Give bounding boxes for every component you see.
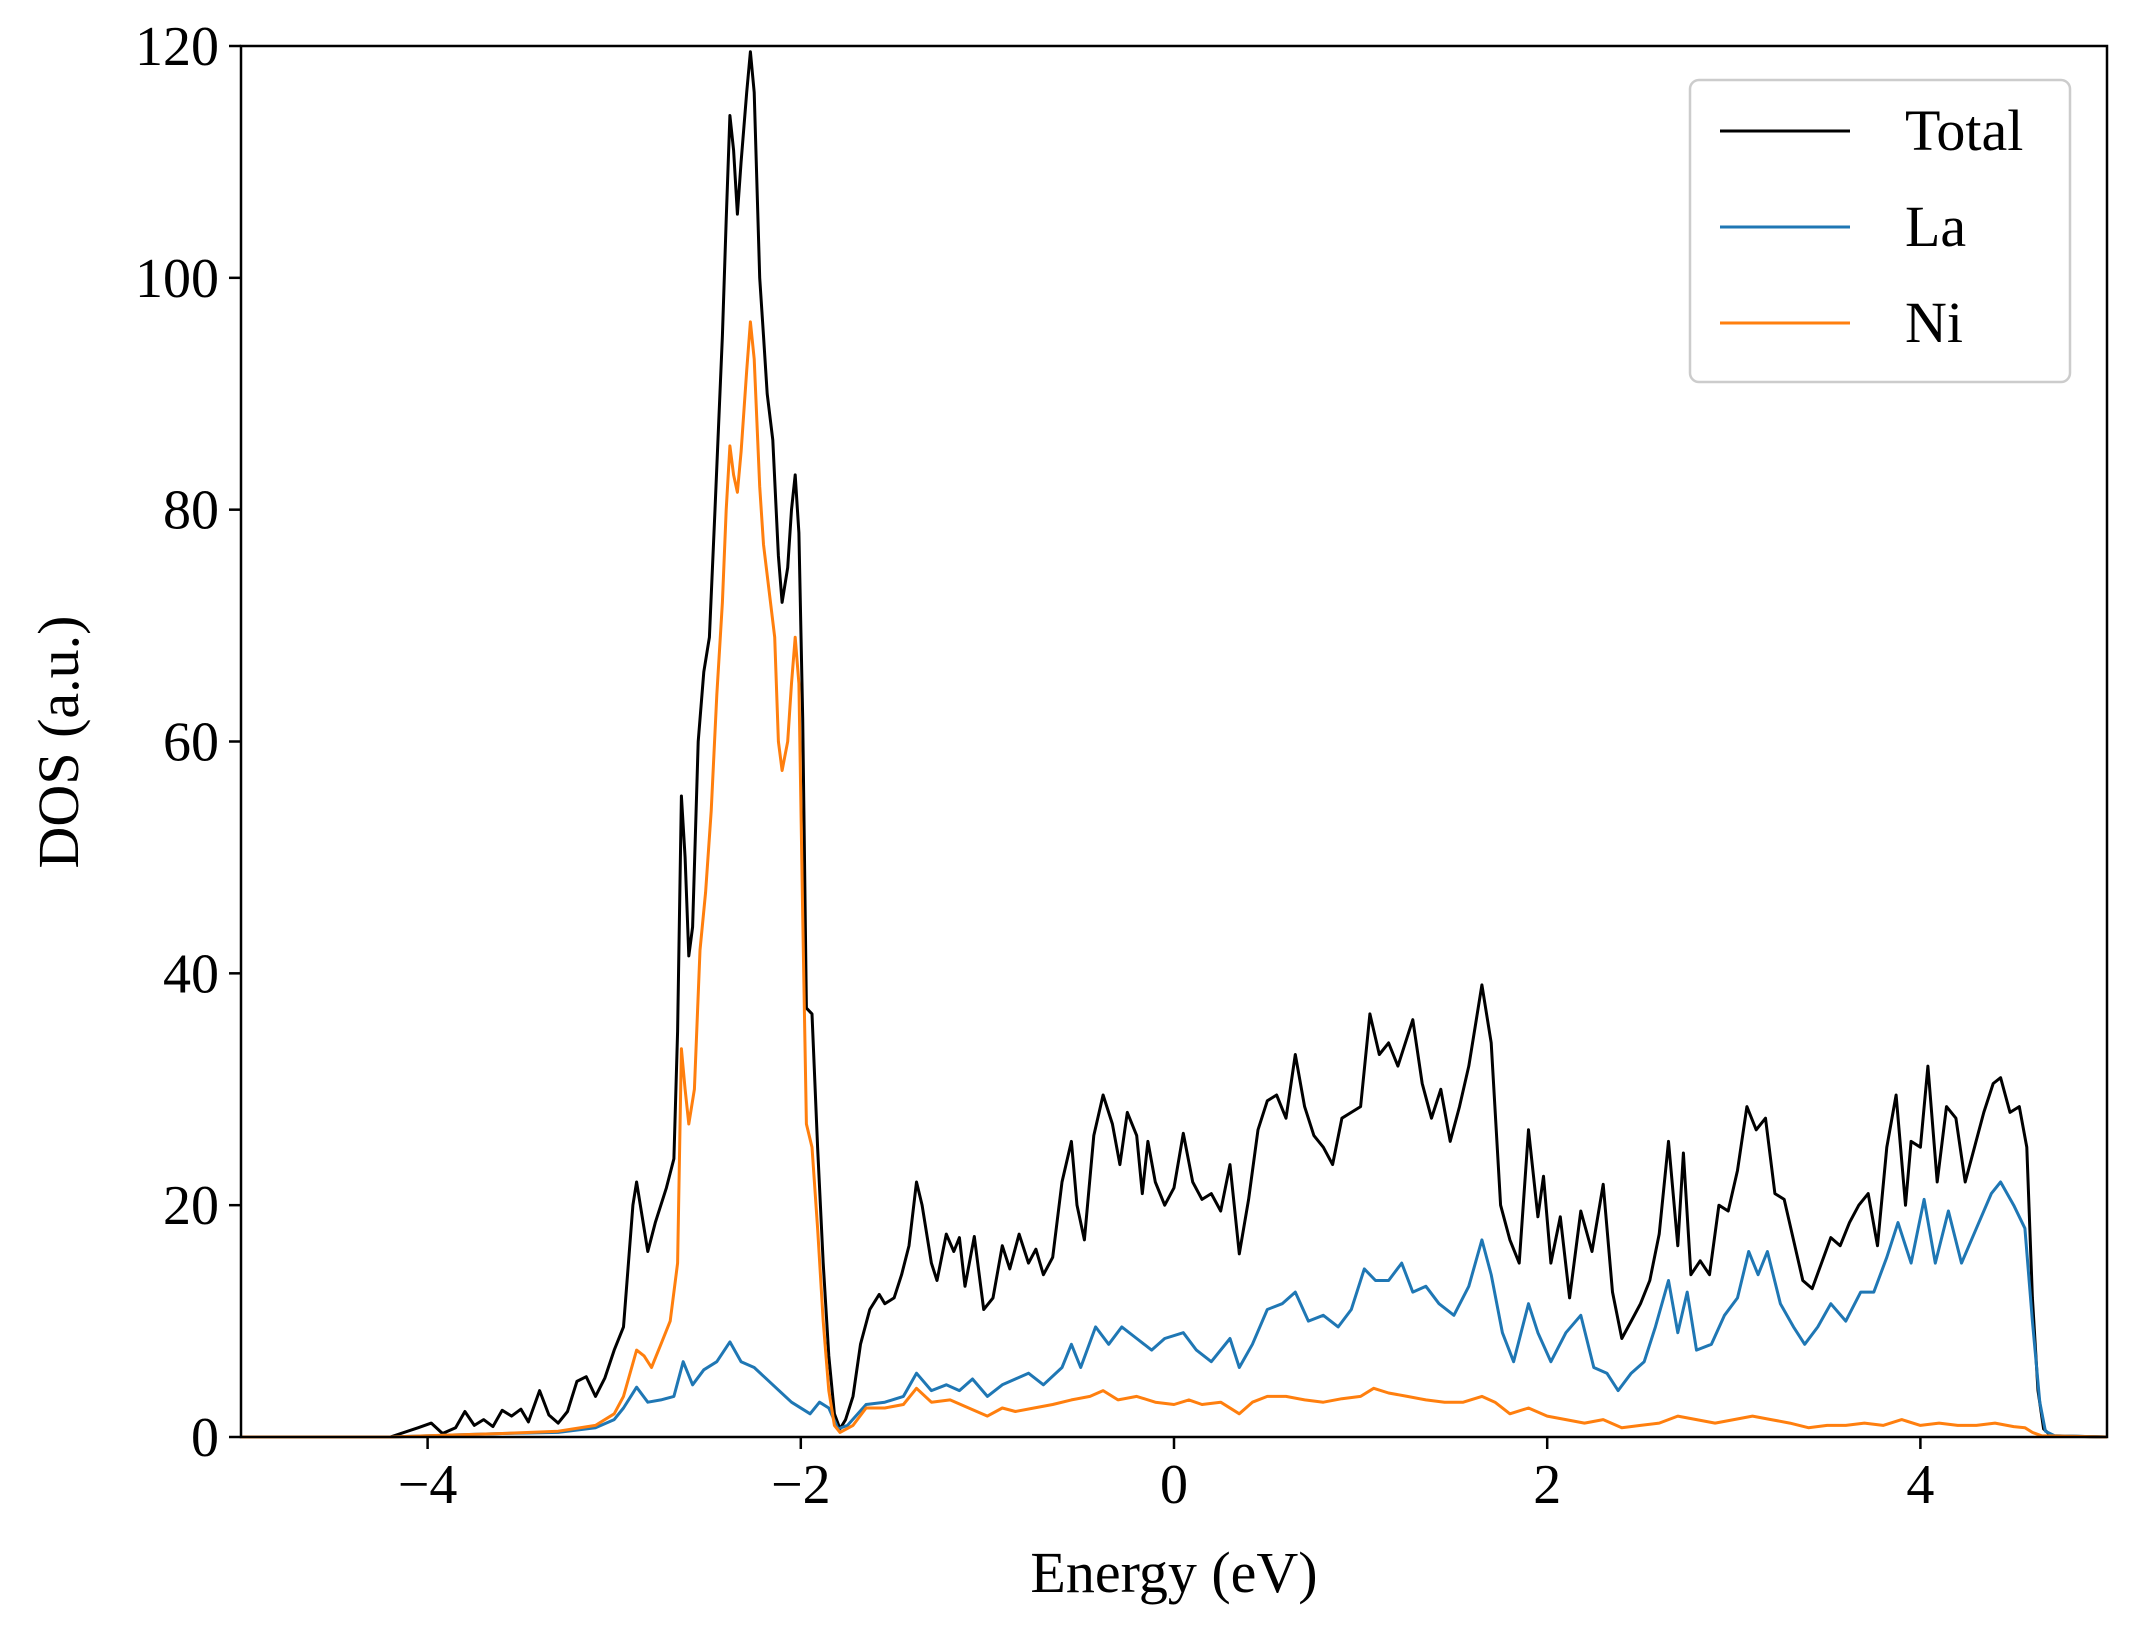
legend: Total La Ni [1688, 78, 2072, 384]
series-line-total [241, 50, 2108, 1439]
legend-box [1688, 78, 2072, 384]
y-axis-title: DOS (a.u.) [26, 616, 91, 869]
series-layer [241, 50, 2108, 1439]
y-tick-label: 20 [163, 1175, 219, 1237]
x-tick-label: 2 [1533, 1454, 1561, 1516]
series-line-la [241, 1180, 2108, 1439]
legend-label-la: La [1905, 194, 1966, 259]
legend-label-ni: Ni [1905, 290, 1963, 355]
x-tick-label: −4 [398, 1454, 458, 1516]
x-tick-label: 0 [1160, 1454, 1188, 1516]
x-tick-label: −2 [771, 1454, 831, 1516]
y-axis: 0 20 40 60 80 100 120 [135, 16, 241, 1469]
y-tick-label: 40 [163, 943, 219, 1005]
x-axis-title: Energy (eV) [1030, 1540, 1317, 1605]
y-tick-label: 100 [135, 248, 219, 310]
y-tick-label: 80 [163, 480, 219, 542]
x-axis: −4 −2 0 2 4 [398, 1437, 1934, 1516]
y-tick-label: 120 [135, 16, 219, 78]
series-line-ni [241, 320, 2108, 1439]
y-tick-label: 60 [163, 712, 219, 774]
y-tick-label: 0 [191, 1407, 219, 1469]
x-tick-label: 4 [1906, 1454, 1934, 1516]
legend-label-total: Total [1905, 98, 2023, 163]
